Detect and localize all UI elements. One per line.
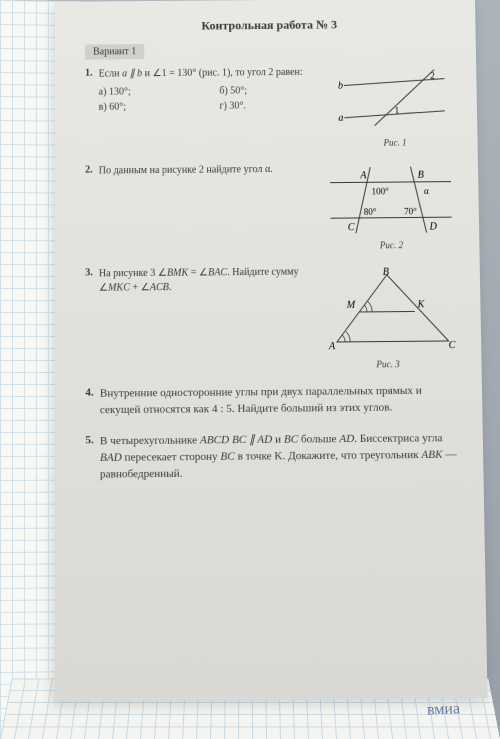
- t1-b: a ∥ b: [122, 68, 142, 79]
- t1-a: Если: [99, 68, 122, 79]
- fig2-A: A: [359, 170, 367, 181]
- t3g: + ∠: [130, 282, 150, 293]
- figure-3-svg: B M K A C: [316, 264, 459, 358]
- opt-b: б) 50°;: [219, 83, 324, 98]
- task-5-number: 5.: [85, 434, 93, 447]
- handwriting: вмиа: [427, 700, 461, 719]
- page-title: Контрольная работа № 3: [85, 16, 454, 34]
- task-1-options: а) 130°; б) 50°; в) 60°; г) 30°.: [99, 83, 325, 114]
- figure-3-caption: Рис. 3: [317, 358, 459, 370]
- fig1-1: 1: [395, 105, 400, 115]
- fig3-A: A: [328, 341, 336, 352]
- fig2-80: 80°: [364, 207, 377, 217]
- t5abk: ABK: [421, 448, 442, 461]
- figure-1: a b 1 2 Рис. 1: [334, 64, 456, 148]
- task-1: 1. Если a ∥ b и ∠1 = 130° (рис. 1), то у…: [85, 64, 455, 150]
- fig2-100: 100°: [371, 186, 389, 196]
- fig2-70: 70°: [404, 206, 417, 216]
- t3d: BAC: [208, 267, 227, 278]
- figure-3: B M K A C Рис. 3: [316, 264, 459, 370]
- t5e: пересекает сторону: [122, 450, 221, 463]
- task-4-text: Внутренние односторонние углы при двух п…: [100, 383, 460, 419]
- task-2: 2. По данным на рисунке 2 найдите угол α…: [85, 161, 457, 253]
- fig1-b: b: [338, 80, 343, 91]
- fig1-a: a: [338, 113, 343, 124]
- worksheet-page: Контрольная работа № 3 Вариант 1 1. Если…: [55, 0, 488, 702]
- fig2-D: D: [428, 221, 437, 232]
- variant-badge: Вариант 1: [85, 44, 144, 60]
- t5d: . Биссектриса угла: [354, 432, 442, 445]
- t5bc: BC: [284, 433, 298, 446]
- fig1-2: 2: [430, 71, 435, 81]
- t3c: = ∠: [188, 267, 208, 278]
- task-2-text: По данным на рисунке 2 найдите угол α.: [99, 162, 316, 252]
- fig3-M: M: [346, 300, 356, 311]
- fig2-B: B: [418, 170, 424, 181]
- t5ad: AD: [339, 433, 354, 446]
- figure-2-svg: A B C D 100° α 80° 70°: [325, 161, 457, 238]
- task-1-number: 1.: [85, 68, 93, 79]
- fig2-C: C: [348, 222, 355, 233]
- fig3-K: K: [417, 299, 426, 310]
- task-3: 3. На рисунке 3 ∠BMK = ∠BAC. Найдите сум…: [85, 264, 459, 372]
- task-3-text: На рисунке 3 ∠BMK = ∠BAC. Найдите сумму …: [99, 265, 307, 372]
- t3a: На рисунке 3 ∠: [99, 268, 167, 280]
- t5b: и: [272, 433, 284, 446]
- figure-1-svg: a b 1 2: [334, 64, 456, 136]
- t5c: больше: [298, 433, 339, 446]
- figure-2-caption: Рис. 2: [326, 240, 458, 251]
- t1-c: и ∠1 = 130° (рис. 1), то угол 2 равен:: [142, 67, 303, 79]
- task-3-number: 3.: [85, 267, 93, 278]
- t3b: BMK: [167, 267, 188, 278]
- task-5: 5. В четырехугольнике ABCD BC ∥ AD и BC …: [85, 431, 461, 484]
- t5bad: BAD: [100, 451, 122, 464]
- task-1-text: Если a ∥ b и ∠1 = 130° (рис. 1), то угол…: [99, 66, 325, 151]
- opt-a: а) 130°;: [99, 84, 204, 99]
- t5bc2: BC: [220, 450, 234, 463]
- task-5-text: В четырехугольнике ABCD BC ∥ AD и BC бол…: [100, 431, 461, 484]
- task-4-number: 4.: [85, 386, 93, 398]
- t3f: MKC: [108, 282, 130, 293]
- t3i: .: [169, 281, 172, 292]
- figure-1-caption: Рис. 1: [335, 137, 456, 148]
- t3h: ACB: [150, 281, 169, 292]
- task-2-number: 2.: [85, 164, 93, 175]
- t5abcd: ABCD BC ∥ AD: [200, 433, 272, 446]
- opt-c: в) 60°;: [99, 100, 204, 115]
- opt-d: г) 30°.: [219, 99, 324, 114]
- figure-2: A B C D 100° α 80° 70° Рис. 2: [325, 161, 457, 251]
- t5f: в точке K. Докажите, что треугольник: [235, 449, 422, 463]
- fig3-C: C: [449, 340, 456, 351]
- fig3-B: B: [383, 267, 389, 278]
- t5a: В четырехугольнике: [100, 434, 200, 447]
- fig2-alpha: α: [424, 186, 429, 196]
- task-4: 4. Внутренние односторонние углы при дву…: [85, 383, 460, 419]
